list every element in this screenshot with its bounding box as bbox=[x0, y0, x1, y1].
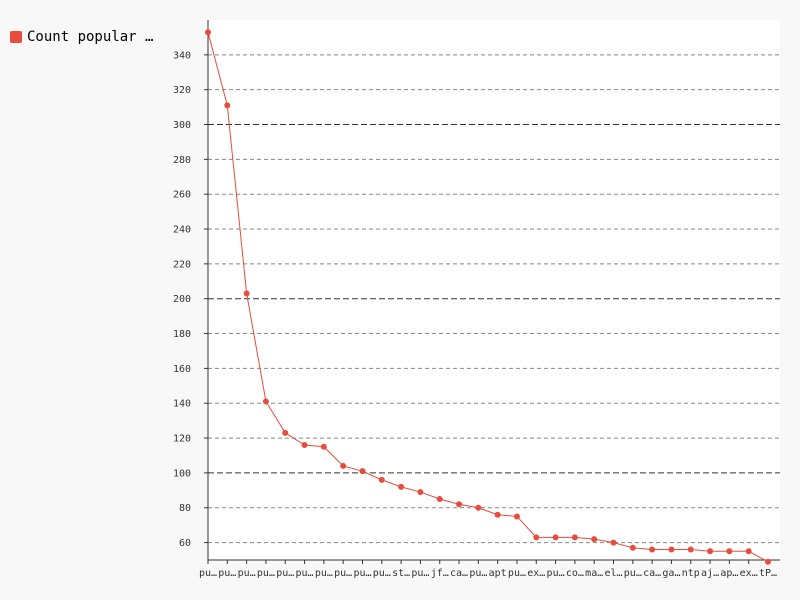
x-tick-label: pu… bbox=[469, 568, 487, 579]
y-tick-label: 200 bbox=[173, 294, 191, 305]
data-point[interactable] bbox=[262, 398, 269, 405]
data-point[interactable] bbox=[707, 548, 714, 555]
legend-swatch bbox=[10, 31, 22, 43]
y-tick-label: 300 bbox=[173, 120, 191, 131]
y-tick-label: 240 bbox=[173, 225, 191, 236]
y-tick-label: 220 bbox=[173, 259, 191, 270]
series-line bbox=[207, 32, 769, 563]
x-tick-label: co… bbox=[566, 568, 584, 579]
y-tick-label: 320 bbox=[173, 85, 191, 96]
data-point[interactable] bbox=[205, 29, 211, 36]
data-point[interactable] bbox=[610, 539, 617, 546]
y-tick-label: 100 bbox=[173, 468, 191, 479]
data-point[interactable] bbox=[745, 548, 752, 555]
y-tick-label: 80 bbox=[179, 503, 191, 514]
data-point[interactable] bbox=[668, 546, 675, 553]
y-tick-label: 60 bbox=[179, 538, 191, 549]
x-tick-label: pu… bbox=[334, 568, 352, 579]
data-point[interactable] bbox=[282, 429, 289, 436]
x-tick-label: aj… bbox=[701, 568, 719, 579]
series-count-popular bbox=[205, 29, 771, 565]
data-point[interactable] bbox=[340, 462, 347, 469]
x-tick-label: ga… bbox=[662, 568, 680, 579]
data-point[interactable] bbox=[687, 546, 694, 553]
x-tick-label: pu… bbox=[373, 568, 391, 579]
x-tick-label: ma… bbox=[585, 568, 603, 579]
x-tick-label: pu… bbox=[508, 568, 526, 579]
legend[interactable]: Count popular … bbox=[10, 29, 153, 45]
x-tick-label: jf… bbox=[431, 568, 449, 579]
data-point[interactable] bbox=[533, 534, 540, 541]
data-point[interactable] bbox=[301, 442, 308, 449]
x-tick-label: pu… bbox=[624, 568, 642, 579]
data-point[interactable] bbox=[320, 443, 327, 450]
data-point[interactable] bbox=[436, 496, 443, 503]
x-tick-label: ap… bbox=[720, 568, 738, 579]
data-point[interactable] bbox=[456, 501, 463, 508]
data-point[interactable] bbox=[629, 544, 636, 551]
x-tick-label: pu… bbox=[315, 568, 333, 579]
x-tick-label: ntp bbox=[682, 568, 700, 579]
x-tick-label: pu… bbox=[276, 568, 294, 579]
data-point[interactable] bbox=[378, 476, 385, 483]
legend-label: Count popular … bbox=[27, 29, 153, 45]
data-point[interactable] bbox=[494, 511, 501, 518]
y-grid bbox=[208, 54, 780, 544]
x-tick-label: pu… bbox=[547, 568, 565, 579]
x-tick-label: pu… bbox=[257, 568, 275, 579]
x-axis: pu… pu… pu… pu… pu… pu… pu… pu… pu… pu… st… pu… jf… c… bbox=[199, 560, 777, 579]
data-point[interactable] bbox=[475, 504, 482, 511]
data-point[interactable] bbox=[552, 534, 559, 541]
data-point[interactable] bbox=[571, 534, 578, 541]
x-tick-label: st… bbox=[392, 568, 410, 579]
x-tick-label: ca… bbox=[643, 568, 661, 579]
data-point[interactable] bbox=[726, 548, 733, 555]
y-tick-label: 340 bbox=[173, 50, 191, 61]
y-tick-label: 120 bbox=[173, 434, 191, 445]
x-tick-label: el… bbox=[604, 568, 622, 579]
x-tick-label: pu… bbox=[353, 568, 371, 579]
data-point[interactable] bbox=[224, 102, 231, 109]
x-tick-label: ex… bbox=[740, 568, 758, 579]
x-tick-label: pu… bbox=[296, 568, 314, 579]
y-tick-label: 260 bbox=[173, 190, 191, 201]
plot-area bbox=[208, 20, 780, 560]
y-axis: 60 80 100 120 140 160 180 200 220 240 260 280 300 320… bbox=[173, 50, 208, 549]
y-tick-label: 180 bbox=[173, 329, 191, 340]
x-tick-label: pu… bbox=[411, 568, 429, 579]
y-tick-label: 160 bbox=[173, 364, 191, 375]
data-point[interactable] bbox=[398, 483, 405, 490]
x-tick-label: pu… bbox=[238, 568, 256, 579]
x-tick-label: ex… bbox=[527, 568, 545, 579]
data-point[interactable] bbox=[649, 546, 656, 553]
data-point[interactable] bbox=[765, 558, 771, 565]
y-tick-label: 280 bbox=[173, 155, 191, 166]
y-tick-label: 140 bbox=[173, 399, 191, 410]
x-tick-label: apt bbox=[489, 568, 507, 579]
data-point[interactable] bbox=[417, 489, 424, 496]
data-point[interactable] bbox=[513, 513, 520, 520]
x-tick-label: tP… bbox=[759, 568, 777, 579]
x-tick-label: pu… bbox=[199, 568, 217, 579]
data-point[interactable] bbox=[243, 290, 250, 297]
x-tick-label: pu… bbox=[218, 568, 236, 579]
data-point[interactable] bbox=[359, 468, 366, 475]
data-point[interactable] bbox=[591, 536, 598, 543]
x-tick-label: ca… bbox=[450, 568, 468, 579]
